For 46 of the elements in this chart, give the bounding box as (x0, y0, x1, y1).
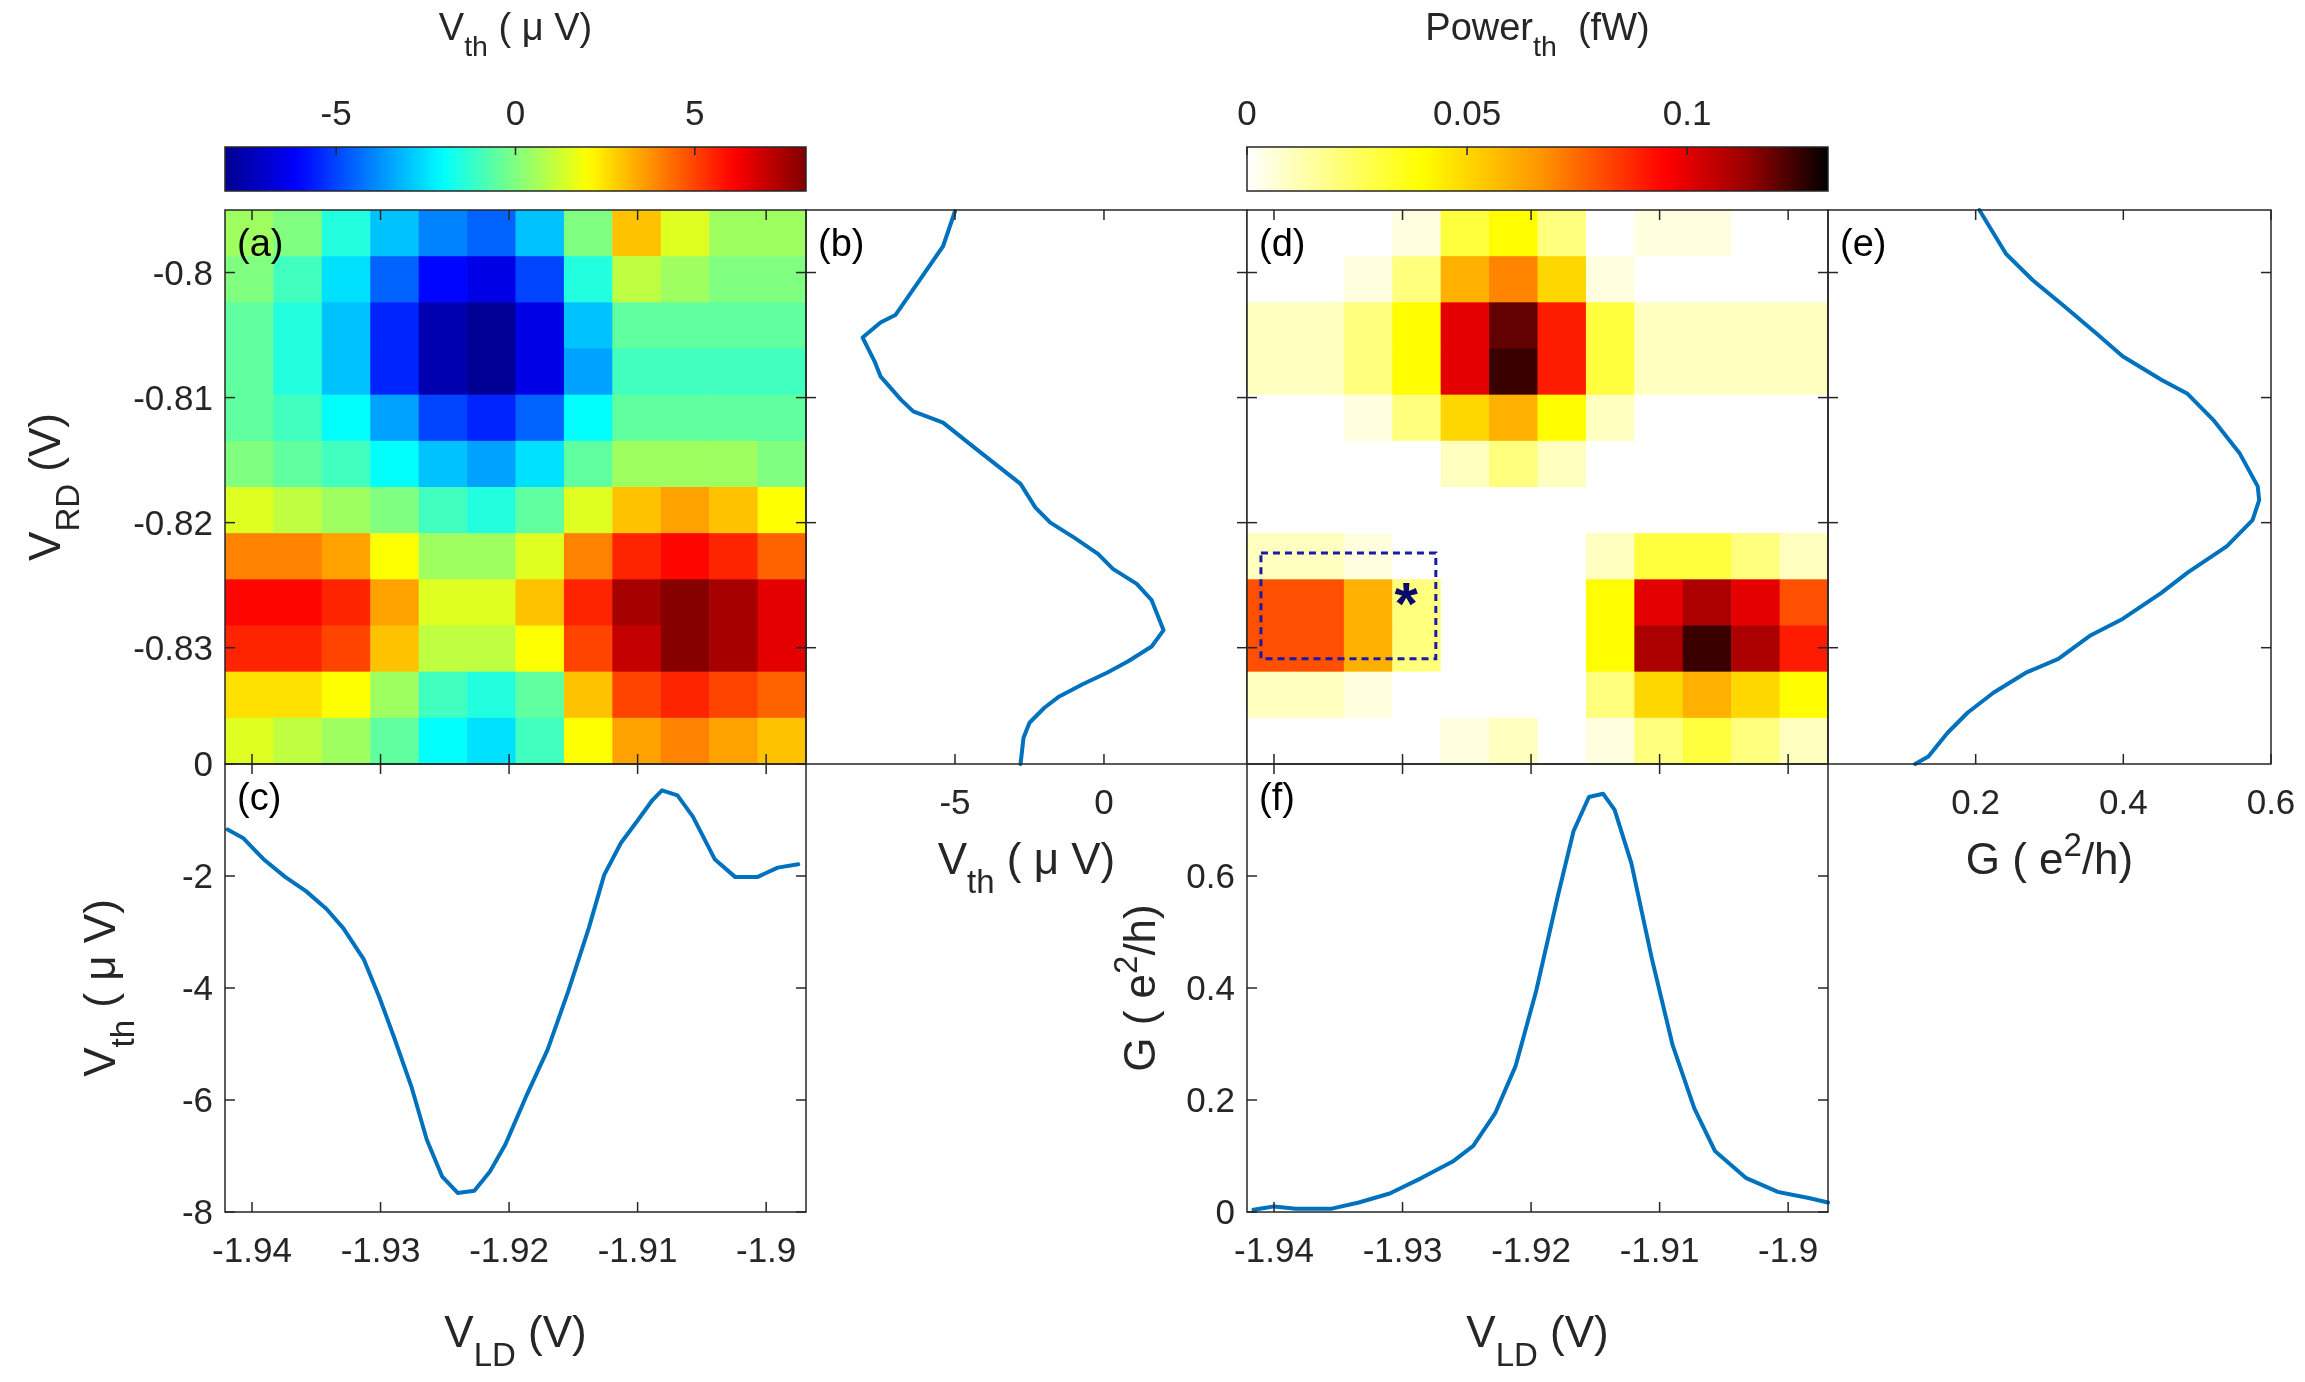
annotation: (c) (237, 776, 282, 818)
x-axis-title: V$_{LD}$ (V) (444, 1307, 587, 1373)
y-tick-label: 0 (1215, 1192, 1235, 1232)
x-axis-title: V$_{th}$ ( μ V) (937, 834, 1116, 900)
x-tick-label: 0.6 (2246, 782, 2296, 821)
y-tick-label: -8 (181, 1192, 213, 1232)
color-bar-title: Power$_{th}$ (fW) (1425, 6, 1650, 62)
x-tick-label: -1.92 (1491, 1230, 1571, 1269)
x-tick-label: -1.9 (736, 1230, 797, 1269)
y-tick-label: -0.82 (133, 502, 213, 542)
annotation: * (1394, 569, 1419, 637)
x-tick-label: -5 (939, 782, 971, 821)
y-tick-label: 0 (193, 744, 213, 784)
color-bar-label: 0.1 (1662, 93, 1712, 132)
y-tick-label: -0.83 (133, 627, 213, 667)
x-tick-label: -1.91 (1619, 1230, 1700, 1269)
y-tick-label: -2 (181, 856, 213, 896)
color-bar-title: V$_{th}$ ( μ V) (438, 6, 593, 62)
x-axis-title: V$_{LD}$ (V) (1466, 1307, 1609, 1373)
color-bar-label: 0 (505, 93, 526, 132)
x-tick-label: -1.91 (597, 1230, 678, 1269)
color-bar-label: -5 (320, 93, 352, 132)
y-tick-label: 0.6 (1186, 856, 1235, 896)
annotation: (d) (1259, 222, 1306, 264)
x-tick-label: -1.9 (1758, 1230, 1819, 1269)
y-tick-label: -0.8 (152, 252, 213, 292)
annotation: (e) (1840, 222, 1887, 264)
x-tick-label: -1.93 (1362, 1230, 1443, 1269)
y-tick-label: -4 (181, 968, 213, 1008)
y-tick-label: -6 (181, 1080, 213, 1120)
x-tick-label: -1.92 (469, 1230, 549, 1269)
y-tick-label: -0.81 (133, 377, 213, 417)
annotation: (a) (237, 222, 284, 264)
x-tick-label: -1.93 (340, 1230, 421, 1269)
color-bar-label: 5 (685, 93, 705, 132)
annotation: (f) (1259, 776, 1295, 818)
y-tick-label: 0.4 (1186, 968, 1235, 1008)
annotation: (b) (818, 222, 865, 264)
x-tick-label: 0.2 (1951, 782, 2000, 821)
x-tick-label: 0 (1094, 782, 1114, 821)
x-tick-label: 0.4 (2099, 782, 2148, 821)
x-axis-title: G ( e$^{2}$/h) (1965, 825, 2134, 883)
x-tick-label: -1.94 (212, 1230, 292, 1269)
x-tick-label: -1.94 (1234, 1230, 1314, 1269)
color-bar-label: 0.05 (1433, 93, 1502, 132)
y-tick-label: 0.2 (1186, 1080, 1235, 1120)
